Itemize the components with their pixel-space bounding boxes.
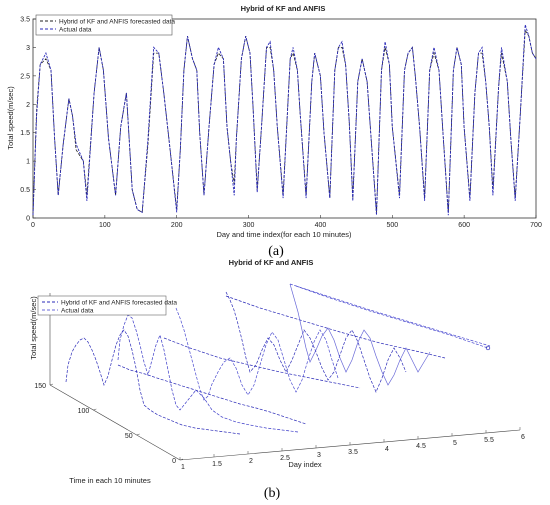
chart-a-x-tick-label: 100 [99,222,111,229]
chart-b-legend: Hybrid of KF and ANFIS forecasted data A… [37,295,177,316]
chart-b-x-tick-label: 2.5 [280,455,290,462]
chart-a-legend: Hybrid of KF and ANFIS forecasted data A… [35,14,175,36]
chart-a-x-tick-label: 700 [530,222,542,229]
chart-b-y-tick-label: 150 [34,383,46,390]
chart-a-legend-box [35,14,173,36]
chart-b-legend-label-actual: Actual data [61,308,94,315]
chart-b-x-tick-label: 2 [249,458,253,465]
chart-b-day-1-trace [65,329,241,435]
chart-b-x-ticks: 1 1.5 2 2.5 3 3.5 4 4.5 5 5.5 6 [179,427,525,471]
chart-b-x-tick-label: 5.5 [484,437,494,444]
chart-b-y-tick-mark [179,458,184,461]
chart-b-day-4-baseline [163,337,361,389]
chart-a-y-tick-label: 1 [26,159,30,166]
chart-b-y-axis-line [49,384,181,461]
chart-a-x-tick-label: 500 [386,222,398,229]
chart-b-day-6-baseline [289,283,491,347]
chart-a-x-ticks: 0 100 200 300 400 500 600 700 [31,215,542,229]
chart-a-plot-frame [32,18,537,219]
chart-b-z-axis-label: Total speed(m/sec) [29,296,38,360]
panel-a-caption: (a) [268,244,284,259]
chart-a-x-tick-label: 300 [243,222,255,229]
chart-a-series-actual-line [32,24,537,216]
chart-a-y-ticks: 0 0.5 1 1.5 2 2.5 3 3.5 [20,17,36,223]
chart-b-x-tick-label: 3 [317,452,321,459]
chart-b-day-6-top-line [295,285,489,349]
chart-b-y-tick-label: 0 [172,458,176,465]
chart-b-traces [65,283,491,435]
chart-b-day-4-trace [175,307,339,401]
chart-a-y-axis-label: Total speed(m/sec) [6,86,15,150]
chart-b-y-tick-mark [49,383,54,386]
chart-b-x-axis-label: Day index [288,460,322,469]
chart-a-y-tick-label: 0 [26,216,30,223]
chart-a-x-axis-label: Day and time index(for each 10 minutes) [216,230,352,239]
chart-b-day-5-baseline [225,295,446,359]
chart-a-series-forecast-line [32,29,537,216]
chart-b-y-tick-label: 50 [125,433,133,440]
chart-b-y-tick-mark [93,408,97,411]
chart-a-y-tick-label: 3.5 [20,17,30,24]
chart-b-legend-box [37,295,167,316]
chart-a-y-tick-label: 1.5 [20,130,30,137]
chart-a-x-tick-label: 200 [171,222,183,229]
chart-a-y-tick-label: 2 [26,102,30,109]
chart-b-y-axis-label: Time in each 10 minutes [69,476,151,485]
chart-a-x-tick-label: 600 [458,222,470,229]
chart-b-x-tick-label: 3.5 [348,449,358,456]
chart-a-y-tick-label: 0.5 [20,187,30,194]
chart-a-legend-label-forecast: Hybrid of KF and ANFIS forecasted data [59,19,175,26]
chart-a-x-tick-label: 0 [31,222,35,229]
chart-b-y-tick-label: 100 [78,408,90,415]
chart-a-y-tick-label: 3 [26,45,30,52]
chart-b-x-tick-label: 4 [385,446,389,453]
chart-b-x-tick-label: 4.5 [416,443,426,450]
chart-b-day-5-trace [225,291,407,393]
chart-b-day-2-trace [117,314,299,433]
chart-b-day-6-trace [289,283,431,386]
chart-a-y-tick-label: 2.5 [20,73,30,80]
chart-b-y-ticks: 0 50 100 150 [34,383,184,465]
chart-panel-a: Hybrid of KF and ANFIS 0 100 200 300 400 500 6… [6,4,542,259]
chart-a-legend-label-actual: Actual data [59,27,92,34]
panel-b-caption: (b) [264,486,281,501]
chart-b-x-tick-label: 1.5 [212,461,222,468]
chart-a-series-group [32,24,537,216]
chart-b-x-tick-label: 6 [521,434,525,441]
chart-a-x-tick-label: 400 [315,222,327,229]
chart-b-end-marker [485,345,491,351]
chart-b-legend-label-forecast: Hybrid of KF and ANFIS forecasted data [61,300,177,307]
chart-b-x-tick-label: 5 [453,440,457,447]
chart-b-y-tick-mark [136,433,140,436]
chart-a-title: Hybrid of KF and ANFIS [241,4,326,13]
chart-panel-b: Hybrid of KF and ANFIS 1 1.5 2 2.5 3 3.5 4 4.5 5… [29,258,525,501]
chart-b-title: Hybrid of KF and ANFIS [229,258,314,267]
chart-b-day-3-trace [117,364,307,425]
chart-b-x-tick-label: 1 [181,464,185,471]
